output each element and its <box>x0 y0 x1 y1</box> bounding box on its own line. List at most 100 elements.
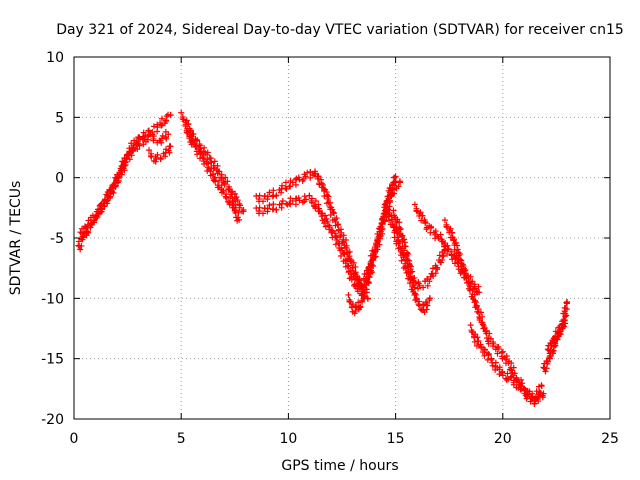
data-point <box>165 147 172 154</box>
data-point <box>392 179 399 186</box>
data-point <box>411 274 418 281</box>
data-point <box>419 212 426 219</box>
data-point <box>515 379 522 386</box>
data-point <box>542 368 549 375</box>
data-point <box>83 224 90 231</box>
sat-track-1 <box>75 111 174 253</box>
y-tick-label: -10 <box>41 291 64 307</box>
data-point <box>344 256 351 263</box>
data-point <box>315 173 322 180</box>
data-point <box>140 134 147 141</box>
data-point <box>207 159 214 166</box>
data-point <box>527 398 534 405</box>
data-point <box>377 232 384 239</box>
data-point <box>359 298 366 305</box>
data-point <box>381 201 388 208</box>
data-point <box>476 289 483 296</box>
data-point <box>558 325 565 332</box>
data-point <box>266 189 273 196</box>
data-point <box>357 303 364 310</box>
data-point <box>389 181 396 188</box>
data-point <box>162 153 169 160</box>
data-point <box>225 183 232 190</box>
data-point <box>354 273 361 280</box>
data-point <box>504 370 511 377</box>
sat-track-6 <box>253 168 371 302</box>
data-point <box>292 181 299 188</box>
data-point <box>312 168 319 175</box>
data-point <box>260 210 267 217</box>
data-point <box>467 322 474 329</box>
data-point <box>165 131 172 138</box>
data-point <box>306 192 313 199</box>
y-tick-label: 5 <box>55 110 64 126</box>
data-point <box>210 171 217 178</box>
data-point <box>112 183 119 190</box>
data-point <box>480 322 487 329</box>
data-point <box>320 185 327 192</box>
data-point <box>158 115 165 122</box>
data-point <box>434 264 441 271</box>
data-point <box>372 241 379 248</box>
data-point <box>150 133 157 140</box>
data-point <box>531 400 538 407</box>
data-point <box>226 201 233 208</box>
x-tick-label: 10 <box>279 431 297 447</box>
data-point <box>340 250 347 257</box>
sat-track-2 <box>77 128 172 240</box>
data-point <box>375 238 382 245</box>
data-point <box>279 198 286 205</box>
sat-track-15 <box>467 322 547 405</box>
data-point <box>111 182 118 189</box>
data-point <box>121 167 128 174</box>
data-point <box>374 237 381 244</box>
data-point <box>416 282 423 289</box>
data-point <box>339 238 346 245</box>
data-point <box>318 180 325 187</box>
data-point <box>457 256 464 263</box>
data-point <box>429 270 436 277</box>
data-point <box>529 390 536 397</box>
y-tick-label: 10 <box>46 50 64 66</box>
data-point <box>78 225 85 232</box>
data-point <box>224 178 231 185</box>
data-point <box>352 263 359 270</box>
data-point <box>563 299 570 306</box>
data-point <box>292 201 299 208</box>
data-point <box>207 168 214 175</box>
data-point <box>473 302 480 309</box>
data-point <box>334 222 341 229</box>
data-point <box>286 200 293 207</box>
data-point <box>126 156 133 163</box>
data-point <box>554 336 561 343</box>
data-point <box>205 160 212 167</box>
data-point <box>282 179 289 186</box>
data-point <box>191 140 198 147</box>
data-point <box>396 219 403 226</box>
data-point <box>197 150 204 157</box>
data-point <box>540 390 547 397</box>
data-point <box>471 297 478 304</box>
data-point <box>115 174 122 181</box>
data-point <box>378 226 385 233</box>
data-point <box>395 240 402 247</box>
data-point <box>234 197 241 204</box>
data-point <box>407 262 414 269</box>
data-point <box>318 210 325 217</box>
data-point <box>201 144 208 151</box>
data-point <box>154 151 161 158</box>
data-point <box>147 131 154 138</box>
data-point <box>404 256 411 263</box>
data-point <box>264 208 271 215</box>
y-tick-label: -15 <box>41 352 64 368</box>
data-point <box>346 297 353 304</box>
data-point <box>465 279 472 286</box>
data-point <box>273 192 280 199</box>
data-point <box>266 202 273 209</box>
data-point <box>432 228 439 235</box>
data-point <box>351 310 358 317</box>
x-tick-label: 20 <box>494 431 512 447</box>
data-point <box>481 352 488 359</box>
sat-track-17 <box>544 317 569 357</box>
